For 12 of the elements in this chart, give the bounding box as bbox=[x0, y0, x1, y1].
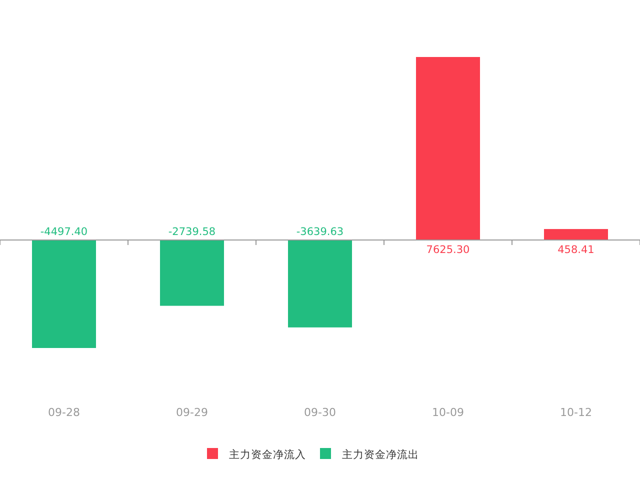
data-label: 7625.30 bbox=[426, 244, 470, 256]
x-tick-label: 10-12 bbox=[560, 406, 592, 419]
data-label: 458.41 bbox=[558, 244, 594, 256]
legend-label: 主力资金净流出 bbox=[342, 448, 419, 461]
x-tick-label: 09-29 bbox=[176, 406, 208, 419]
legend-label: 主力资金净流入 bbox=[229, 448, 306, 461]
data-label: -4497.40 bbox=[40, 226, 88, 238]
data-label: -3639.63 bbox=[296, 226, 344, 238]
data-label: -2739.58 bbox=[168, 226, 216, 238]
x-tick-label: 09-30 bbox=[304, 406, 336, 419]
x-tick-label: 10-09 bbox=[432, 406, 464, 419]
x-tick-label: 09-28 bbox=[48, 406, 80, 419]
